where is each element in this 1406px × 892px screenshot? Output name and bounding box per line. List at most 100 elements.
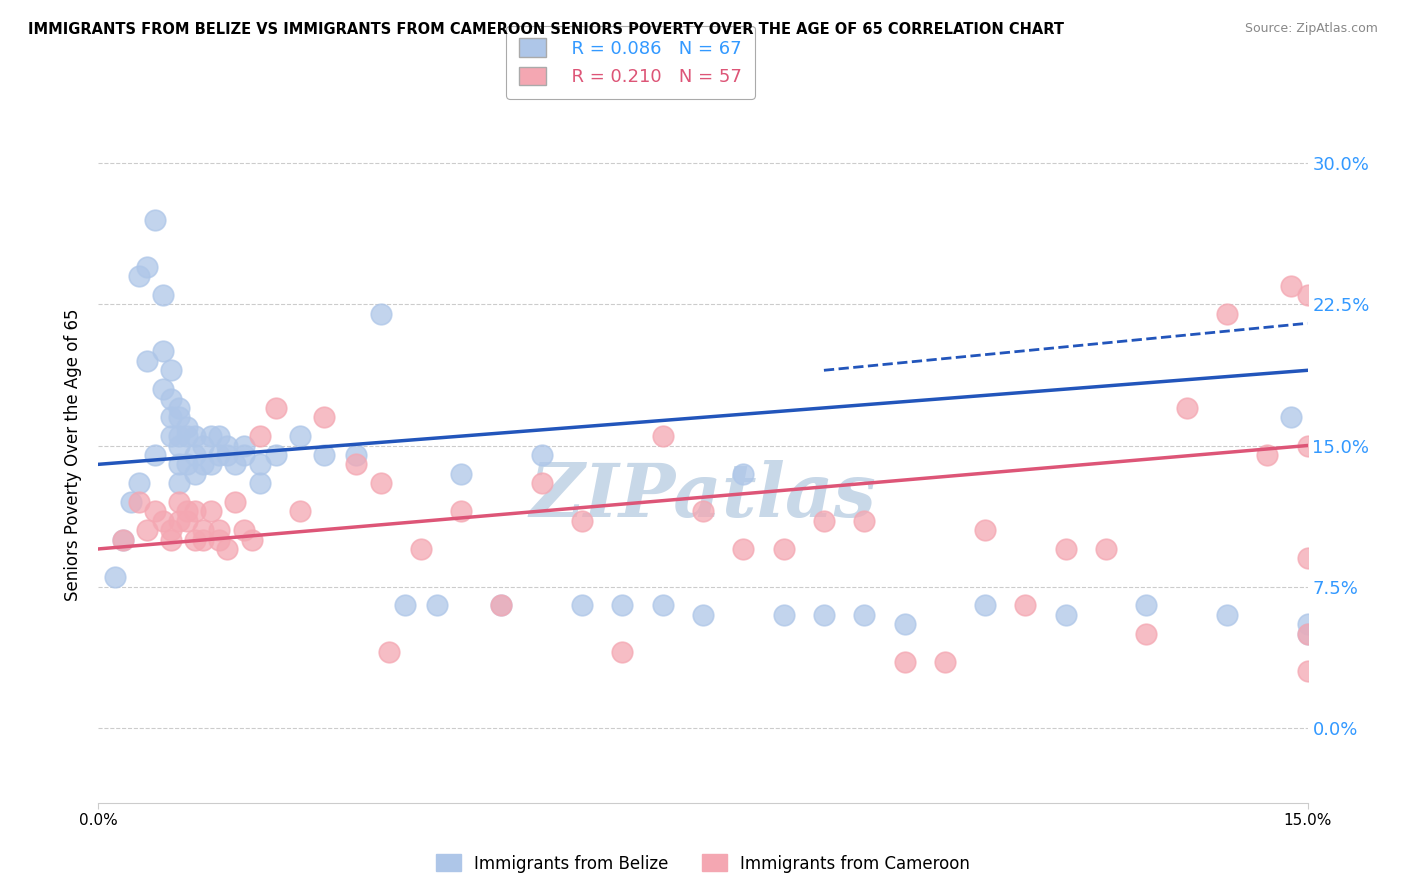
- Point: [176, 458, 198, 472]
- Point: [200, 458, 222, 472]
- Point: [370, 476, 392, 491]
- Point: [1216, 307, 1239, 321]
- Text: IMMIGRANTS FROM BELIZE VS IMMIGRANTS FROM CAMEROON SENIORS POVERTY OVER THE AGE : IMMIGRANTS FROM BELIZE VS IMMIGRANTS FRO…: [28, 22, 1064, 37]
- Point: [692, 607, 714, 622]
- Point: [370, 307, 392, 321]
- Point: [167, 458, 190, 472]
- Point: [167, 476, 190, 491]
- Point: [1281, 410, 1303, 425]
- Point: [772, 607, 794, 622]
- Point: [208, 429, 231, 443]
- Point: [692, 504, 714, 518]
- Point: [1135, 626, 1157, 640]
- Point: [1296, 626, 1319, 640]
- Point: [1054, 607, 1077, 622]
- Point: [193, 533, 215, 547]
- Point: [288, 504, 311, 518]
- Point: [264, 401, 287, 415]
- Point: [853, 607, 876, 622]
- Point: [893, 655, 915, 669]
- Point: [377, 645, 399, 659]
- Point: [232, 523, 254, 537]
- Point: [176, 419, 198, 434]
- Point: [651, 599, 673, 613]
- Point: [120, 495, 142, 509]
- Point: [200, 504, 222, 518]
- Point: [193, 523, 215, 537]
- Point: [232, 448, 254, 462]
- Point: [143, 504, 166, 518]
- Text: Source: ZipAtlas.com: Source: ZipAtlas.com: [1244, 22, 1378, 36]
- Point: [733, 541, 755, 556]
- Point: [1296, 626, 1319, 640]
- Point: [344, 458, 367, 472]
- Point: [208, 523, 231, 537]
- Point: [232, 438, 254, 452]
- Point: [184, 533, 207, 547]
- Point: [160, 363, 183, 377]
- Point: [208, 448, 231, 462]
- Point: [853, 514, 876, 528]
- Point: [974, 523, 997, 537]
- Point: [249, 476, 271, 491]
- Point: [184, 504, 207, 518]
- Point: [111, 533, 134, 547]
- Point: [249, 429, 271, 443]
- Point: [143, 448, 166, 462]
- Point: [426, 599, 449, 613]
- Point: [1296, 617, 1319, 632]
- Point: [160, 392, 183, 406]
- Point: [409, 541, 432, 556]
- Point: [193, 458, 215, 472]
- Point: [167, 401, 190, 415]
- Point: [160, 429, 183, 443]
- Point: [264, 448, 287, 462]
- Point: [1296, 438, 1319, 452]
- Point: [208, 533, 231, 547]
- Point: [167, 438, 190, 452]
- Point: [934, 655, 956, 669]
- Text: ZIPatlas: ZIPatlas: [530, 460, 876, 533]
- Point: [612, 645, 634, 659]
- Point: [135, 260, 157, 274]
- Point: [135, 523, 157, 537]
- Point: [176, 514, 198, 528]
- Point: [314, 410, 336, 425]
- Point: [1216, 607, 1239, 622]
- Point: [176, 429, 198, 443]
- Point: [1256, 448, 1278, 462]
- Point: [217, 448, 239, 462]
- Point: [1095, 541, 1118, 556]
- Point: [167, 514, 190, 528]
- Point: [394, 599, 416, 613]
- Point: [152, 288, 174, 302]
- Point: [240, 533, 263, 547]
- Point: [491, 599, 513, 613]
- Point: [450, 504, 472, 518]
- Point: [530, 476, 553, 491]
- Point: [530, 448, 553, 462]
- Point: [1281, 278, 1303, 293]
- Point: [1014, 599, 1036, 613]
- Legend: Immigrants from Belize, Immigrants from Cameroon: Immigrants from Belize, Immigrants from …: [429, 847, 977, 880]
- Point: [128, 476, 150, 491]
- Point: [249, 458, 271, 472]
- Point: [152, 344, 174, 359]
- Point: [344, 448, 367, 462]
- Point: [184, 429, 207, 443]
- Point: [217, 541, 239, 556]
- Point: [184, 448, 207, 462]
- Point: [160, 523, 183, 537]
- Point: [1054, 541, 1077, 556]
- Point: [1296, 664, 1319, 678]
- Point: [288, 429, 311, 443]
- Point: [651, 429, 673, 443]
- Point: [772, 541, 794, 556]
- Point: [1296, 288, 1319, 302]
- Point: [450, 467, 472, 481]
- Point: [314, 448, 336, 462]
- Point: [128, 495, 150, 509]
- Point: [813, 514, 835, 528]
- Point: [571, 599, 593, 613]
- Point: [152, 382, 174, 396]
